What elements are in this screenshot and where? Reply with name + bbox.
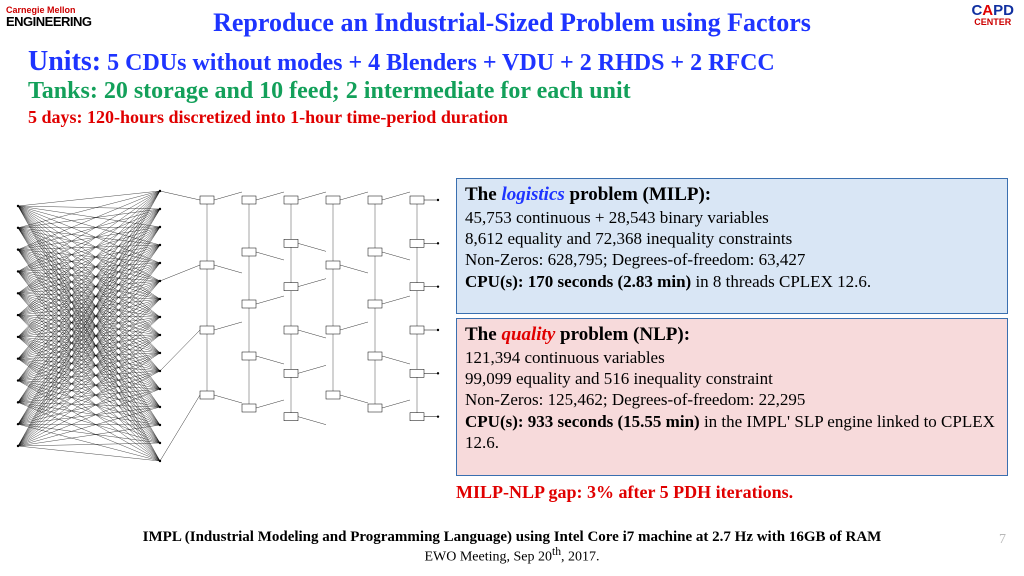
milp-header: The logistics problem (MILP):: [465, 183, 999, 207]
page-number: 7: [999, 532, 1006, 548]
nlp-line1: 121,394 continuous variables: [465, 347, 999, 368]
milp-line2: 8,612 equality and 72,368 inequality con…: [465, 228, 999, 249]
header-lines: Units: 5 CDUs without modes + 4 Blenders…: [28, 46, 1004, 128]
days-line: 5 days: 120-hours discretized into 1-hou…: [28, 107, 1004, 128]
cmu-engineering-logo: Carnegie Mellon ENGINEERING: [6, 6, 92, 28]
milp-em: logistics: [501, 184, 564, 205]
nlp-em: quality: [501, 324, 555, 345]
footer-meeting: EWO Meeting, Sep 20th, 2017.: [0, 545, 1024, 566]
logo-right-top: CAPD: [971, 4, 1014, 18]
units-lead: Units:: [28, 46, 101, 77]
logo-right-bottom: CENTER: [971, 18, 1014, 26]
logo-left-line2: ENGINEERING: [6, 15, 92, 28]
nlp-line3: Non-Zeros: 125,462; Degrees-of-freedom: …: [465, 389, 999, 410]
nlp-header: The quality problem (NLP):: [465, 323, 999, 347]
units-rest: 5 CDUs without modes + 4 Blenders + VDU …: [101, 50, 775, 76]
units-line: Units: 5 CDUs without modes + 4 Blenders…: [28, 46, 1004, 78]
network-diagram: [10, 176, 450, 476]
slide-title: Reproduce an Industrial-Sized Problem us…: [0, 0, 1024, 38]
capd-center-logo: CAPD CENTER: [971, 4, 1014, 26]
milp-line1: 45,753 continuous + 28,543 binary variab…: [465, 207, 999, 228]
footer-impl: IMPL (Industrial Modeling and Programmin…: [0, 529, 1024, 546]
nlp-line4: CPU(s): 933 seconds (15.55 min) in the I…: [465, 411, 999, 454]
tanks-line: Tanks: 20 storage and 10 feed; 2 interme…: [28, 78, 1004, 105]
gap-line: MILP-NLP gap: 3% after 5 PDH iterations.: [456, 482, 793, 503]
nlp-line2: 99,099 equality and 516 inequality const…: [465, 368, 999, 389]
milp-line3: Non-Zeros: 628,795; Degrees-of-freedom: …: [465, 249, 999, 270]
milp-line4: CPU(s): 170 seconds (2.83 min) in 8 thre…: [465, 271, 999, 292]
milp-box: The logistics problem (MILP): 45,753 con…: [456, 178, 1008, 314]
nlp-box: The quality problem (NLP): 121,394 conti…: [456, 318, 1008, 476]
